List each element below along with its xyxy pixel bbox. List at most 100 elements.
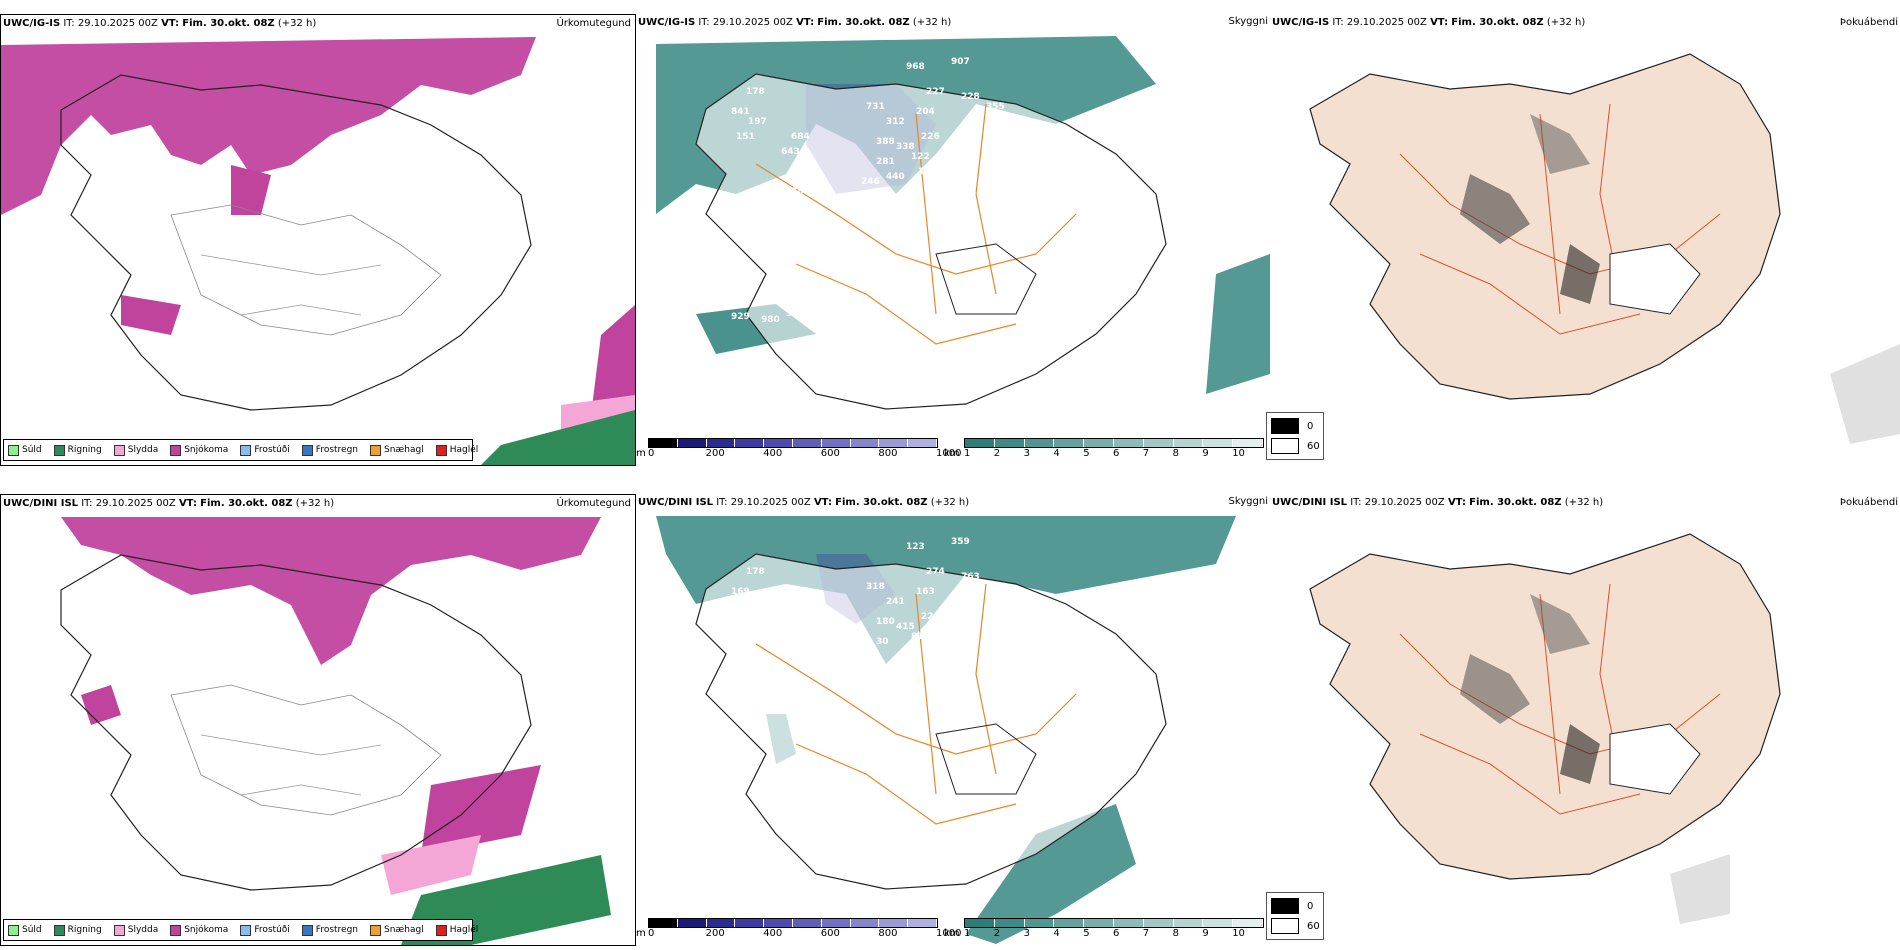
colorbar-tick-label: 10: [1232, 928, 1245, 939]
visibility-value-label: 180: [876, 617, 895, 627]
colorbar-cell: [677, 919, 707, 927]
legend-item: Frostúði: [240, 444, 290, 456]
colorbar-cell: [792, 919, 822, 927]
colorbar-cell: [1024, 919, 1055, 927]
colorbar-cell: [764, 919, 793, 927]
colorbar-tick-label: 600: [820, 448, 840, 459]
colorbar-tick-label: 4: [1053, 928, 1060, 939]
legend-item: Rigning: [53, 924, 102, 936]
legend-item: Slydda: [113, 444, 158, 456]
colorbar-cell: [1054, 919, 1085, 927]
colorbar-tick-label: 3: [1023, 448, 1030, 459]
visibility-field-title-top: Skyggni: [1228, 16, 1268, 27]
visibility-value-label: 781: [791, 187, 810, 197]
fog-map-bottom: [1309, 533, 1781, 924]
colorbar-tick-label: 600: [820, 928, 840, 939]
colorbar-tick-label: 2: [993, 928, 1001, 939]
colorbar-tick-label: 200: [705, 448, 725, 459]
precip-panel-top: UWC/IG-IS IT: 29.10.2025 00Z VT: Fim. 30…: [0, 14, 636, 466]
visibility-value-label: 363: [786, 309, 805, 319]
visibility-value-label: 30: [876, 637, 889, 647]
colorbar-tick-label: 7: [1142, 928, 1150, 939]
fog-legend-bottom: 0 60: [1266, 892, 1324, 940]
fog-field-title-top: Þokuábendi: [1839, 17, 1898, 28]
fog-map-top: [1309, 53, 1900, 444]
legend-item: Snjókoma: [170, 444, 228, 456]
colorbar-cell: [994, 439, 1025, 447]
visibility-colorbar-m-top: m 0 200 400 600 800 1000: [636, 438, 961, 462]
colorbar-tick-label: 7: [1142, 448, 1150, 459]
visibility-value-label: 388: [876, 137, 895, 147]
visibility-value-label: 312: [886, 117, 905, 127]
visibility-value-label: 169: [731, 587, 750, 597]
fog-header-top: UWC/IG-IS IT: 29.10.2025 00Z VT: Fim. 30…: [1272, 17, 1586, 28]
visibility-value-label: 281: [876, 157, 895, 167]
precip-panel-bottom: UWC/DINI ISL IT: 29.10.2025 00Z VT: Fim.…: [0, 494, 636, 946]
colorbar-cell: [1203, 439, 1234, 447]
colorbar-cell: [649, 919, 678, 927]
colorbar-tick-label: 9: [1202, 928, 1209, 939]
fog-panel-top: UWC/IG-IS IT: 29.10.2025 00Z VT: Fim. 30…: [1270, 14, 1900, 464]
visibility-value-label: 127: [841, 259, 860, 269]
colorbar-tick-label: 9: [1202, 448, 1209, 459]
colorbar-km-unit: km: [944, 928, 960, 939]
visibility-value-label: 318: [866, 582, 885, 592]
colorbar-cell: [735, 919, 765, 927]
colorbar-tick-label: 1: [964, 448, 971, 459]
colorbar-cell: [908, 439, 937, 447]
colorbar-tick-label: 0: [648, 448, 655, 459]
colorbar-tick-label: 200: [705, 928, 725, 939]
colorbar-tick-label: 8: [1172, 448, 1179, 459]
colorbar-cell: [1113, 919, 1144, 927]
visibility-header-bottom: UWC/DINI ISL IT: 29.10.2025 00Z VT: Fim.…: [638, 497, 970, 508]
colorbar-tick-label: 6: [1113, 448, 1120, 459]
legend-item: Frostregn: [301, 444, 358, 456]
visibility-value-label: 150: [736, 612, 755, 622]
fog-field-title-bottom: Þokuábendi: [1839, 497, 1898, 508]
visibility-value-label: 151: [736, 132, 755, 142]
colorbar-tick-label: 4: [1053, 448, 1060, 459]
colorbar-cell: [965, 439, 995, 447]
visibility-colorbar-m-bottom: m 0 200 400 600 800 1000: [636, 918, 961, 942]
colorbar-tick-label: 0: [648, 928, 655, 939]
visibility-value-label: 731: [866, 102, 885, 112]
colorbar-cell: [764, 439, 793, 447]
visibility-value-label: 415: [896, 622, 915, 632]
colorbar-tick-label: 8: [1172, 928, 1179, 939]
colorbar-tick-label: 6: [1113, 928, 1120, 939]
visibility-value-label: 226: [921, 132, 940, 142]
colorbar-cell: [821, 919, 851, 927]
colorbar-tick-label: 1000: [936, 928, 962, 939]
precip-legend-bottom: Súld Rigning Slydda Snjókoma Frostúði Fr…: [3, 919, 478, 941]
visibility-value-label: 440: [886, 172, 905, 182]
colorbar-tick-label: 3: [1023, 928, 1030, 939]
visibility-value-label: 929: [731, 312, 750, 322]
legend-item: Haglél: [435, 444, 478, 456]
colorbar-cell: [735, 439, 765, 447]
legend-item: Súld: [8, 924, 42, 936]
visibility-value-label: 316: [986, 582, 1005, 592]
precip-map-top: [1, 37, 635, 465]
colorbar-cell: [821, 439, 851, 447]
visibility-value-label: 43: [711, 237, 724, 247]
visibility-value-label: 643: [781, 147, 800, 157]
legend-item: Snæhagl: [370, 924, 424, 936]
visibility-value-label: 907: [951, 57, 970, 67]
colorbar-cell: [792, 439, 822, 447]
colorbar-cell: [649, 439, 678, 447]
colorbar-m-unit: m: [636, 928, 646, 939]
colorbar-cell: [850, 919, 880, 927]
colorbar-cell: [994, 919, 1025, 927]
colorbar-cell: [1084, 439, 1114, 447]
visibility-panel-bottom: 178 169 200 150 235 208 123 359 274 763 316 318 241 1…: [636, 494, 1270, 944]
visibility-value-label: 200: [748, 597, 767, 607]
visibility-value-label: 229: [921, 612, 940, 622]
colorbar-cell: [1143, 439, 1174, 447]
precip-field-title-top: Úrkomutegund: [556, 18, 631, 29]
colorbar-km-unit: km: [944, 448, 960, 459]
visibility-value-label: 763: [961, 572, 980, 582]
fog-panel-bottom: UWC/DINI ISL IT: 29.10.2025 00Z VT: Fim.…: [1270, 494, 1900, 944]
visibility-value-label: 235: [791, 612, 810, 622]
visibility-value-label: 197: [748, 117, 767, 127]
visibility-value-label: 208: [781, 627, 800, 637]
